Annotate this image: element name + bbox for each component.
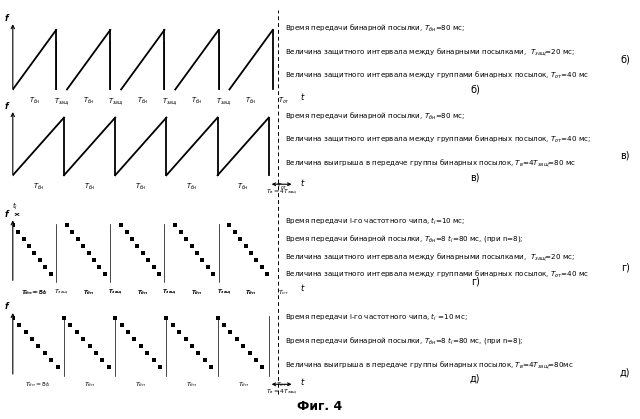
Text: f: f xyxy=(5,210,8,219)
Text: Величина выигрыша в передаче группы бинарных посылок, $T_в$=4$T_{защ}$=80 мс: Величина выигрыша в передаче группы бина… xyxy=(285,158,576,169)
Text: $T_{бн}$: $T_{бн}$ xyxy=(83,96,95,106)
Text: $T_{бн}$: $T_{бн}$ xyxy=(137,288,148,297)
Text: Время передачи бинарной посылки, $T_{бн}$=80 мс;: Время передачи бинарной посылки, $T_{бн}… xyxy=(285,111,465,122)
Text: $T_{бн}$: $T_{бн}$ xyxy=(83,288,94,297)
Text: f: f xyxy=(5,303,8,311)
Text: Время передачи бинарной посылки, $T_{бн}$=8 $t_i$=80 мс, (при n=8);: Время передачи бинарной посылки, $T_{бн}… xyxy=(285,233,524,244)
Text: $T_{бн}$: $T_{бн}$ xyxy=(191,96,203,106)
Text: г): г) xyxy=(471,277,479,287)
Text: $T_{бн}{=}8t_i$: $T_{бн}{=}8t_i$ xyxy=(26,380,51,390)
Text: б): б) xyxy=(470,84,480,94)
Text: $T_{защ}$: $T_{защ}$ xyxy=(163,288,177,297)
Text: $T_{защ}$: $T_{защ}$ xyxy=(217,288,231,297)
Text: $T_{бн}$: $T_{бн}$ xyxy=(135,380,147,390)
Text: $T_{защ}$: $T_{защ}$ xyxy=(217,288,231,297)
Text: Величина защитного интервала между группами бинарных посылок, $T_{от}$=40 мс;: Величина защитного интервала между групп… xyxy=(285,134,591,145)
Text: f: f xyxy=(5,101,8,111)
Text: $T_{бн}{=}8t_i$: $T_{бн}{=}8t_i$ xyxy=(21,288,48,297)
Text: $T_{защ}$: $T_{защ}$ xyxy=(162,96,177,107)
Text: $T_{бн}$: $T_{бн}$ xyxy=(246,288,257,297)
Text: $T_{бн}$: $T_{бн}$ xyxy=(186,182,198,192)
Text: $T_{бн}$: $T_{бн}$ xyxy=(237,380,249,390)
Text: $T_{от}$: $T_{от}$ xyxy=(276,182,287,192)
Text: $T_{защ}$: $T_{защ}$ xyxy=(108,288,123,297)
Text: Величина защитного интервала между бинарными посылками,  $T_{защ}$=20 мс;: Величина защитного интервала между бинар… xyxy=(285,46,575,58)
Text: $T_{защ}$: $T_{защ}$ xyxy=(108,96,124,107)
Text: $T_{бн}{=}8t_i$: $T_{бн}{=}8t_i$ xyxy=(22,288,47,297)
Text: $T_в{=}4T_{защ}$: $T_в{=}4T_{защ}$ xyxy=(266,388,298,397)
Text: $T_{от}$: $T_{от}$ xyxy=(278,288,289,297)
Text: $T_{от}$: $T_{от}$ xyxy=(276,380,287,390)
Text: $T_{бн}$: $T_{бн}$ xyxy=(245,96,257,106)
Text: t: t xyxy=(300,93,303,102)
Text: $T_{защ}$: $T_{защ}$ xyxy=(163,288,177,297)
Text: t: t xyxy=(300,285,303,293)
Text: Время передачи i-го частотного чипа, $t_i$=10 мс;: Время передачи i-го частотного чипа, $t_… xyxy=(285,215,465,227)
Text: $T_{бн}$: $T_{бн}$ xyxy=(246,288,257,297)
Text: $T_{защ}$: $T_{защ}$ xyxy=(216,96,232,107)
Text: $T_{от}$: $T_{от}$ xyxy=(278,96,289,106)
Text: д): д) xyxy=(620,367,630,377)
Text: $t_i$: $t_i$ xyxy=(12,201,19,212)
Text: $T_{бн}$: $T_{бн}$ xyxy=(135,182,147,192)
Text: Величина защитного интервала между группами бинарных посылок, $T_{от}$=40 мс: Величина защитного интервала между групп… xyxy=(285,70,589,80)
Text: Величина защитного интервала между бинарными посылками,  $T_{защ}$=20 мс;: Величина защитного интервала между бинар… xyxy=(285,251,575,263)
Text: t: t xyxy=(300,378,303,387)
Text: $T_в{=}4T_{защ}$: $T_в{=}4T_{защ}$ xyxy=(266,188,298,197)
Text: $T_{бн}$: $T_{бн}$ xyxy=(191,288,202,297)
Text: $T_{бн}$: $T_{бн}$ xyxy=(186,380,198,390)
Text: $T_{бн}$: $T_{бн}$ xyxy=(84,182,95,192)
Text: $T_{бн}$: $T_{бн}$ xyxy=(137,288,148,297)
Text: $T_{бн}$: $T_{бн}$ xyxy=(237,182,249,192)
Text: $T_{бн}$: $T_{бн}$ xyxy=(29,96,40,106)
Text: Время передачи бинарной посылки, $T_{бн}$=8 $t_i$=80 мс, (при n=8);: Время передачи бинарной посылки, $T_{бн}… xyxy=(285,335,524,346)
Text: Время передачи i-го частотного чипа, $t_i$ =10 мс;: Время передачи i-го частотного чипа, $t_… xyxy=(285,312,467,323)
Text: t: t xyxy=(300,179,303,188)
Text: $T_{бн}$: $T_{бн}$ xyxy=(191,288,202,297)
Text: г): г) xyxy=(621,263,630,273)
Text: $T_{бн}$: $T_{бн}$ xyxy=(83,288,94,297)
Text: $T_{бн}$: $T_{бн}$ xyxy=(137,96,148,106)
Text: Величина выигрыша в передаче группы бинарных посылок, $T_в$=4$T_{защ}$=80мс: Величина выигрыша в передаче группы бина… xyxy=(285,359,573,370)
Text: Фиг. 4: Фиг. 4 xyxy=(298,400,342,413)
Text: в): в) xyxy=(620,150,630,160)
Text: $T_{защ}$: $T_{защ}$ xyxy=(108,288,123,297)
Text: д): д) xyxy=(470,373,481,383)
Text: Величина защитного интервала между группами бинарных посылок, $T_{от}$=40 мс: Величина защитного интервала между групп… xyxy=(285,269,589,280)
Text: $T_{защ}$: $T_{защ}$ xyxy=(54,288,69,297)
Text: f: f xyxy=(5,14,8,23)
Text: $T_{бн}$: $T_{бн}$ xyxy=(84,380,95,390)
Text: Время передачи бинарной посылки, $T_{бн}$=80 мс;: Время передачи бинарной посылки, $T_{бн}… xyxy=(285,23,465,34)
Text: $T_{защ}$: $T_{защ}$ xyxy=(54,96,69,107)
Text: б): б) xyxy=(620,55,630,65)
Text: в): в) xyxy=(470,172,480,182)
Text: $T_{бн}$: $T_{бн}$ xyxy=(33,182,44,192)
